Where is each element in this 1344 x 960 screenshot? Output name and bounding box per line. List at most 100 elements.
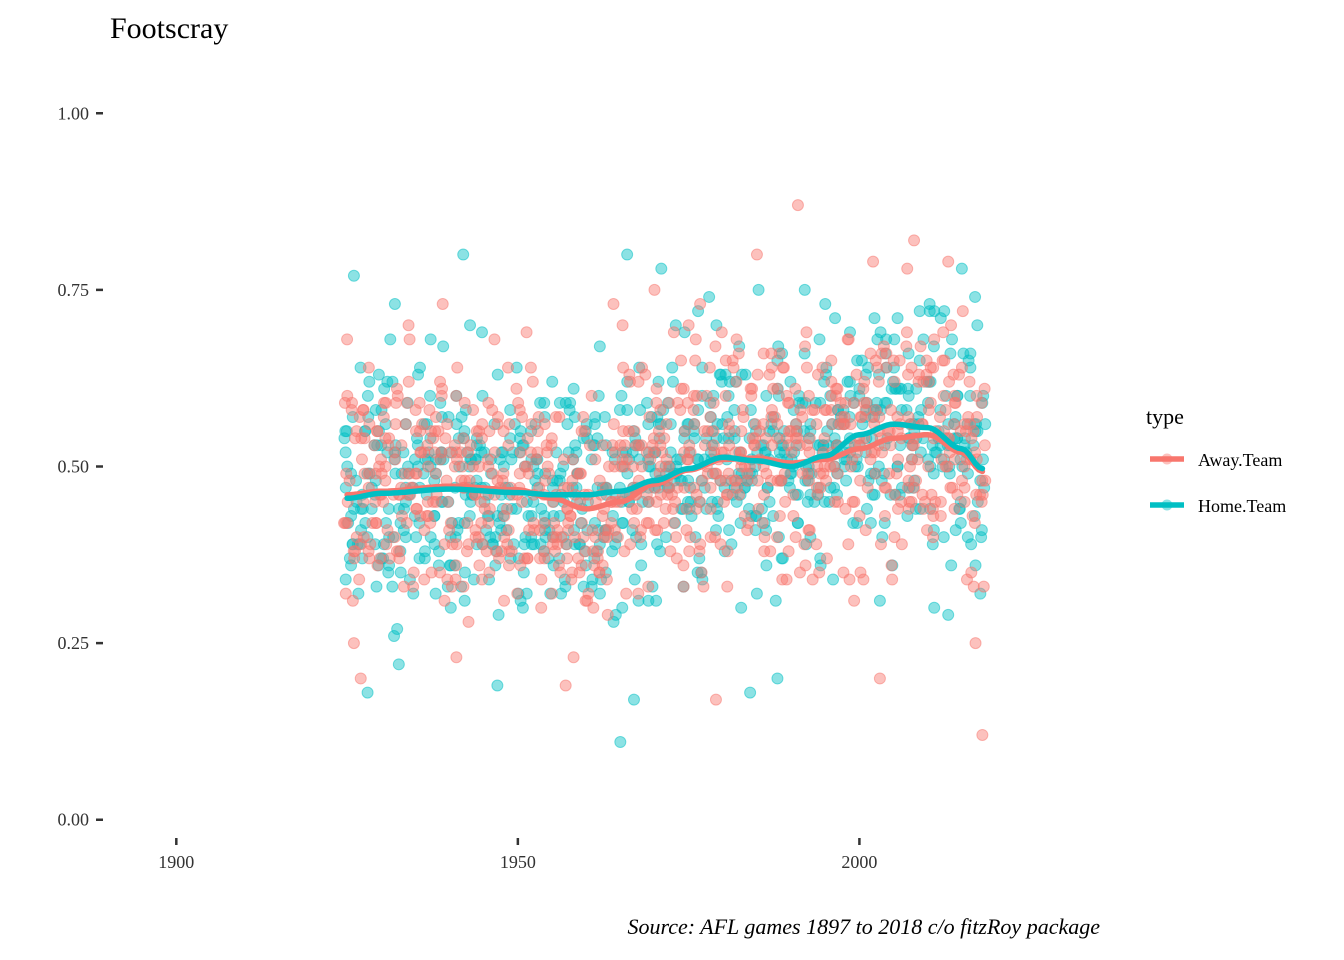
data-point <box>703 361 716 374</box>
data-point <box>535 573 548 586</box>
data-point <box>905 495 918 508</box>
data-point <box>721 488 734 501</box>
data-point <box>965 432 978 445</box>
data-point <box>492 608 505 621</box>
data-point <box>384 333 397 346</box>
data-point <box>357 403 370 416</box>
data-point <box>799 340 812 353</box>
data-point <box>692 403 705 416</box>
data-point <box>598 411 611 424</box>
data-point <box>767 509 780 522</box>
data-point <box>910 382 923 395</box>
data-point <box>739 368 752 381</box>
data-point <box>650 396 663 409</box>
data-point <box>775 474 788 487</box>
data-point <box>655 262 668 275</box>
data-point <box>771 474 784 487</box>
data-point <box>529 418 542 431</box>
data-point <box>689 333 702 346</box>
y-tick-label: 0.00 <box>58 810 90 830</box>
data-point <box>373 460 386 473</box>
data-point <box>669 319 682 332</box>
data-point <box>465 453 478 466</box>
data-point <box>380 538 393 551</box>
data-point <box>715 326 728 339</box>
data-point <box>634 531 647 544</box>
data-point <box>457 248 470 261</box>
data-point <box>938 305 951 318</box>
data-point <box>607 298 620 311</box>
data-point <box>441 418 454 431</box>
data-point <box>553 411 566 424</box>
data-point <box>618 439 631 452</box>
data-point <box>463 509 476 522</box>
data-point <box>623 375 636 388</box>
data-point <box>922 403 935 416</box>
data-point <box>575 517 588 530</box>
data-point <box>469 531 482 544</box>
data-point <box>349 432 362 445</box>
data-point <box>939 403 952 416</box>
data-point <box>621 248 634 261</box>
data-point <box>760 467 773 480</box>
data-point <box>872 375 885 388</box>
data-point <box>682 319 695 332</box>
data-point <box>850 368 863 381</box>
data-point <box>518 552 531 565</box>
data-point <box>668 517 681 530</box>
data-point <box>664 418 677 431</box>
data-point <box>765 347 778 360</box>
data-point <box>392 658 405 671</box>
data-point <box>675 474 688 487</box>
data-point <box>587 439 600 452</box>
data-point <box>493 552 506 565</box>
data-point <box>941 460 954 473</box>
data-point <box>434 453 447 466</box>
data-point <box>525 538 538 551</box>
data-point <box>875 446 888 459</box>
data-point <box>394 566 407 579</box>
data-point <box>712 509 725 522</box>
data-point <box>864 453 877 466</box>
data-point <box>660 453 673 466</box>
data-point <box>388 630 401 643</box>
data-point <box>969 290 982 303</box>
data-point <box>378 382 391 395</box>
data-point <box>450 559 463 572</box>
data-point <box>969 559 982 572</box>
data-point <box>582 587 595 600</box>
data-point <box>869 403 882 416</box>
data-point <box>948 453 961 466</box>
data-point <box>978 382 991 395</box>
data-point <box>946 333 959 346</box>
data-point <box>389 453 402 466</box>
data-point <box>614 439 627 452</box>
data-point <box>873 411 886 424</box>
data-point <box>937 326 950 339</box>
data-point <box>372 368 385 381</box>
data-point <box>848 460 861 473</box>
data-point <box>674 453 687 466</box>
data-point <box>512 396 525 409</box>
data-point <box>363 467 376 480</box>
data-point <box>874 538 887 551</box>
data-point <box>976 474 989 487</box>
data-point <box>620 587 633 600</box>
data-point <box>808 403 821 416</box>
data-point <box>924 396 937 409</box>
data-point <box>971 411 984 424</box>
data-point <box>510 361 523 374</box>
data-point <box>964 418 977 431</box>
data-point <box>710 432 723 445</box>
data-point <box>914 340 927 353</box>
data-point <box>789 382 802 395</box>
data-point <box>402 375 415 388</box>
data-point <box>498 531 511 544</box>
data-point <box>346 594 359 607</box>
data-point <box>975 531 988 544</box>
data-point <box>698 425 711 438</box>
data-point <box>562 517 575 530</box>
data-point <box>738 509 751 522</box>
data-point <box>549 411 562 424</box>
data-point <box>951 389 964 402</box>
